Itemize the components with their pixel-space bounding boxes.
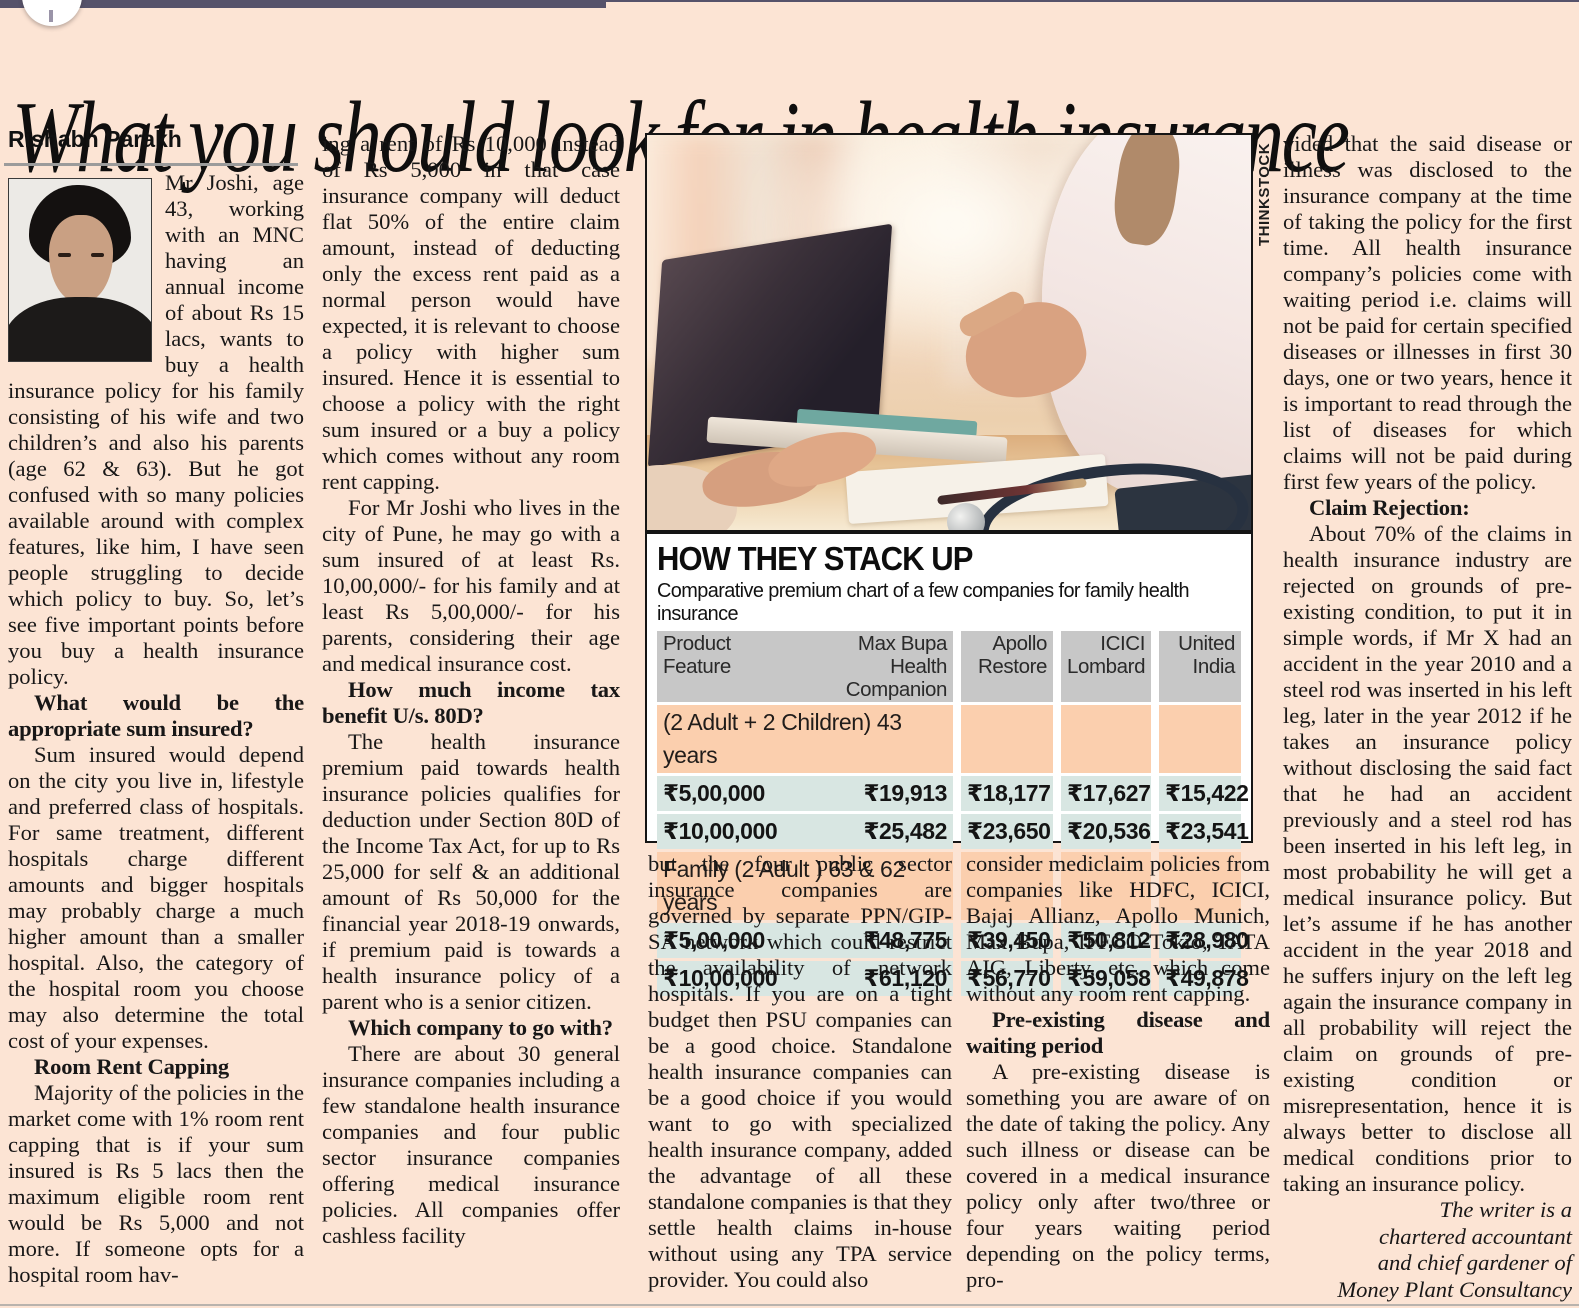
subhead: What would be the appropriate sum insure… bbox=[8, 690, 304, 741]
paragraph: Mr Joshi, age 43, working with an MNC ha… bbox=[8, 170, 304, 689]
table-row: ₹5,00,000 ₹48,775 bbox=[657, 923, 953, 958]
column-4: consider mediclaim policies from compani… bbox=[966, 851, 1270, 1301]
value-united: ₹23,541 bbox=[1159, 814, 1249, 849]
subhead: Which company to go with? bbox=[348, 1015, 613, 1040]
value-icici: ₹50,812 bbox=[1061, 923, 1151, 958]
table-grid: Product Feature Max Bupa Health Companio… bbox=[657, 631, 1249, 996]
subhead: Pre-existing disease and waiting period bbox=[966, 1007, 1270, 1058]
byline-rule bbox=[4, 163, 298, 166]
author-photo bbox=[8, 178, 152, 362]
value-maxbupa: ₹61,120 bbox=[863, 965, 947, 991]
header-apollo-line1: Apollo bbox=[992, 632, 1047, 655]
header-icici-line2: Lombard bbox=[1067, 655, 1146, 678]
section-row: (2 Adult + 2 Children) 43 years bbox=[657, 705, 953, 773]
writer-tagline: and chief gardener of bbox=[1377, 1250, 1572, 1275]
header-maxbupa: Max Bupa Health Companion bbox=[795, 632, 948, 701]
stethoscope-chestpiece bbox=[947, 503, 985, 530]
row-label: ₹5,00,000 bbox=[663, 927, 765, 953]
author-face bbox=[49, 215, 113, 303]
row-label: ₹5,00,000 bbox=[663, 780, 765, 806]
section-cell-empty bbox=[1061, 705, 1151, 773]
value-apollo: ₹39,450 bbox=[961, 923, 1053, 958]
header-icici-line1: ICICI bbox=[1100, 632, 1145, 655]
value-icici: ₹20,536 bbox=[1061, 814, 1151, 849]
value-apollo: ₹56,770 bbox=[961, 961, 1053, 996]
table-row: ₹10,00,000 ₹61,120 bbox=[657, 961, 953, 996]
value-maxbupa: ₹48,775 bbox=[863, 927, 947, 953]
paragraph: Majority of the policies in the market c… bbox=[8, 1080, 304, 1287]
top-rule bbox=[0, 0, 1579, 2]
author-shirt bbox=[9, 297, 151, 361]
value-apollo: ₹18,177 bbox=[961, 776, 1053, 811]
premium-table: HOW THEY STACK UP Comparative premium ch… bbox=[645, 532, 1253, 996]
writer-tagline: chartered accountant bbox=[1378, 1223, 1572, 1249]
paragraph: About 70% of the claims in health insura… bbox=[1283, 521, 1572, 1196]
section-row: Family (2 Adult ) 63 & 62 years bbox=[657, 852, 953, 920]
header-apollo-line2: Restore bbox=[978, 655, 1047, 678]
bottom-rule bbox=[0, 1304, 1579, 1306]
writer-tagline: Money Plant Consultancy bbox=[1337, 1276, 1572, 1302]
table-subtitle: Comparative premium chart of a few compa… bbox=[657, 579, 1190, 625]
value-united: ₹15,422 bbox=[1159, 776, 1249, 811]
table-row: ₹10,00,000 ₹25,482 bbox=[657, 814, 953, 849]
header-apollo: Apollo Restore bbox=[961, 631, 1053, 702]
paragraph: ing a rent of Rs 10,000 instead of Rs 5,… bbox=[322, 131, 620, 494]
paragraph: A pre-existing disease is something you … bbox=[966, 1059, 1270, 1292]
subhead: Room Rent Capping bbox=[34, 1054, 229, 1079]
row-label: ₹10,00,000 bbox=[663, 965, 778, 991]
value-maxbupa: ₹25,482 bbox=[863, 818, 947, 844]
photo-credit: THINKSTOCK bbox=[1256, 142, 1273, 246]
value-apollo: ₹23,650 bbox=[961, 814, 1053, 849]
header-maxbupa-line1: Max Bupa bbox=[857, 632, 948, 655]
header-icici: ICICI Lombard bbox=[1061, 631, 1151, 702]
header-cell-product: Product Feature Max Bupa Health Companio… bbox=[657, 631, 953, 702]
page-badge bbox=[22, 0, 82, 26]
value-maxbupa: ₹19,913 bbox=[863, 780, 947, 806]
header-maxbupa-line2: Health Companion bbox=[845, 655, 948, 701]
consultation-photo bbox=[645, 133, 1253, 532]
section-cell-empty bbox=[1159, 705, 1241, 773]
writer-tagline: The writer is a bbox=[1439, 1197, 1572, 1222]
row-label: ₹10,00,000 bbox=[663, 818, 778, 844]
header-united-line2: India bbox=[1192, 655, 1236, 678]
paragraph: but the four public sector insurance com… bbox=[648, 851, 952, 1292]
paragraph: The health insurance premium paid toward… bbox=[322, 729, 620, 1014]
value-icici: ₹17,627 bbox=[1061, 776, 1151, 811]
author-eye bbox=[91, 253, 104, 257]
subhead: How much income tax benefit U/s. 80D? bbox=[322, 677, 620, 728]
value-united: ₹28,980 bbox=[1159, 923, 1249, 958]
section-cell-empty bbox=[961, 852, 1053, 920]
subhead: Claim Rejection: bbox=[1309, 495, 1470, 520]
byline: Rishabh Parakh bbox=[8, 126, 182, 152]
top-bar bbox=[0, 0, 606, 8]
section-cell-empty bbox=[1061, 852, 1151, 920]
table-title: HOW THEY STACK UP bbox=[657, 540, 973, 577]
value-icici: ₹59,058 bbox=[1061, 961, 1151, 996]
header-united: United India bbox=[1159, 631, 1241, 702]
paragraph: For Mr Joshi who lives in the city of Pu… bbox=[322, 495, 620, 676]
column-1: Mr Joshi, age 43, working with an MNC ha… bbox=[8, 170, 304, 1300]
column-2: ing a rent of Rs 10,000 instead of Rs 5,… bbox=[322, 131, 620, 1301]
paragraph: consider mediclaim policies from compani… bbox=[966, 851, 1270, 1006]
section-cell-empty bbox=[1159, 852, 1241, 920]
paragraph: Sum insured would depend on the city you… bbox=[8, 742, 304, 1053]
paragraph: There are about 30 general insurance com… bbox=[322, 1041, 620, 1248]
badge-mark bbox=[49, 10, 53, 22]
header-united-line1: United bbox=[1178, 632, 1235, 655]
paragraph: vided that the said disease or illness w… bbox=[1283, 131, 1572, 494]
table-row: ₹5,00,000 ₹19,913 bbox=[657, 776, 953, 811]
section-cell-empty bbox=[961, 705, 1053, 773]
column-5: vided that the said disease or illness w… bbox=[1283, 131, 1572, 1302]
value-united: ₹49,878 bbox=[1159, 961, 1249, 996]
column-3: but the four public sector insurance com… bbox=[648, 851, 952, 1301]
header-product: Product Feature bbox=[663, 632, 731, 678]
author-eye bbox=[58, 253, 71, 257]
